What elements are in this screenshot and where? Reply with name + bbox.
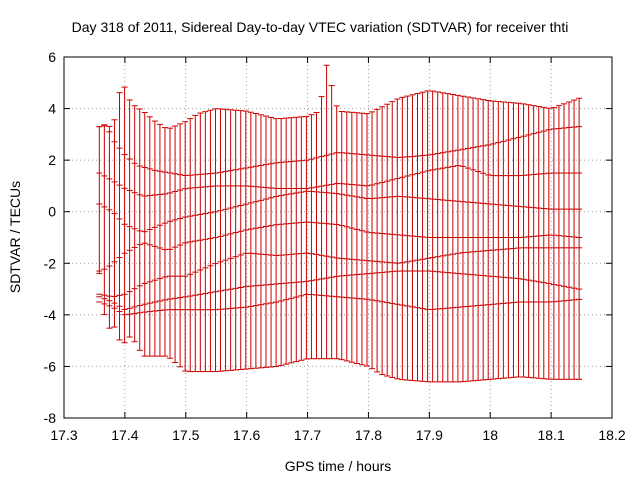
chart-title: Day 318 of 2011, Sidereal Day-to-day VTE…: [72, 19, 569, 35]
x-axis-label: GPS time / hours: [285, 458, 392, 474]
x-tick-label: 17.7: [294, 427, 321, 443]
y-axis-ticks: -8 -6 -4 -2 0 2 4 6: [44, 49, 612, 426]
x-tick-label: 18: [482, 427, 498, 443]
y-tick-label: 4: [48, 101, 56, 117]
x-axis-ticks: 17.3 17.4 17.5 17.6 17.7 17.8 17.9 18 18.1 18.2: [50, 57, 626, 443]
x-tick-label: 18.1: [537, 427, 564, 443]
y-axis-label: SDTVAR / TECUs: [7, 181, 23, 293]
x-tick-label: 17.5: [172, 427, 199, 443]
x-tick-label: 17.3: [50, 427, 77, 443]
y-tick-label: -6: [44, 358, 57, 374]
grid: [64, 57, 612, 418]
x-tick-label: 18.2: [598, 427, 625, 443]
plot-frame: [63, 56, 613, 419]
y-tick-label: 6: [48, 49, 56, 65]
y-tick-label: 0: [48, 204, 56, 220]
y-tick-label: -4: [44, 307, 57, 323]
data-marks: [96, 125, 583, 316]
x-tick-label: 17.8: [355, 427, 382, 443]
y-tick-label: 2: [48, 152, 56, 168]
y-tick-label: -8: [44, 410, 57, 426]
x-tick-label: 17.4: [111, 427, 138, 443]
error-bars: [96, 64, 583, 383]
y-tick-label: -2: [44, 255, 57, 271]
x-tick-label: 17.9: [416, 427, 443, 443]
x-tick-label: 17.6: [233, 427, 260, 443]
